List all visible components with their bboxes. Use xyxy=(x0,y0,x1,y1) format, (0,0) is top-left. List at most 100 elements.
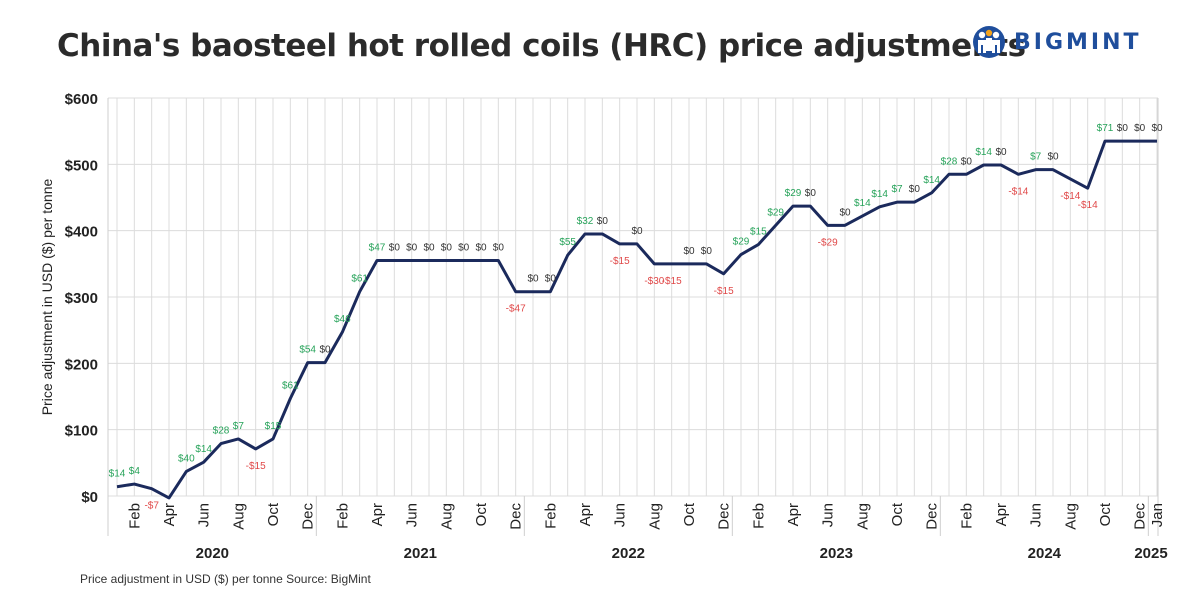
data-label: -$15 xyxy=(662,276,682,287)
source-note: Price adjustment in USD ($) per tonne So… xyxy=(80,572,371,586)
data-label: $14 xyxy=(975,147,992,158)
data-label: $28 xyxy=(213,426,230,437)
data-label: $0 xyxy=(545,274,557,285)
year-label: 2020 xyxy=(196,545,229,562)
x-tick-label: Oct xyxy=(1097,502,1114,526)
data-labels: $14 $4-$7$40$14$28 $7-$15$15$61$54 $0$46$61… xyxy=(109,123,1163,512)
data-label: -$14 xyxy=(1078,200,1098,211)
data-label: $14 xyxy=(854,198,871,209)
data-label: -$47 xyxy=(506,304,526,315)
data-label: $7 xyxy=(891,184,903,195)
series-line-layer xyxy=(116,139,1157,500)
data-label: $0 xyxy=(1117,123,1129,134)
x-tick-label: Aug xyxy=(230,503,247,530)
data-label: $0 xyxy=(1047,152,1059,163)
data-label: -$15 xyxy=(246,461,266,472)
data-label: $0 xyxy=(527,274,539,285)
data-label: $0 xyxy=(319,345,331,356)
data-label: $14 xyxy=(923,175,940,186)
data-label: -$14 xyxy=(1008,186,1028,197)
data-label: $0 xyxy=(701,246,713,257)
year-label: 2025 xyxy=(1134,545,1167,562)
data-label: $0 xyxy=(493,243,505,254)
x-tick-label: Feb xyxy=(542,503,559,529)
x-tick-label: Jun xyxy=(1028,503,1045,527)
data-label: $14 xyxy=(195,444,212,455)
x-tick-label: Apr xyxy=(577,503,594,526)
x-tick-label: Oct xyxy=(473,502,490,526)
brand-name: BIGMINT xyxy=(1014,29,1142,55)
data-label: $0 xyxy=(475,243,487,254)
x-tick-label: Apr xyxy=(993,503,1010,526)
data-label: -$30 xyxy=(644,276,664,287)
data-label: $54 xyxy=(299,345,316,356)
data-label: $0 xyxy=(423,243,435,254)
year-label: 2023 xyxy=(820,545,853,562)
data-label: $0 xyxy=(1151,123,1163,134)
data-label: $14 xyxy=(871,189,888,200)
data-label: $28 xyxy=(941,156,958,167)
x-tick-label: Dec xyxy=(1132,503,1149,530)
x-tick-label: Jun xyxy=(196,503,213,527)
data-label: $0 xyxy=(441,243,453,254)
x-tick-label: Dec xyxy=(508,503,525,530)
x-tick-label: Apr xyxy=(785,503,802,526)
x-tick-label: Feb xyxy=(958,503,975,529)
data-label: $0 xyxy=(961,156,973,167)
data-label: $0 xyxy=(406,243,418,254)
x-tick-label: Jun xyxy=(404,503,421,527)
y-tick-label: $600 xyxy=(65,91,98,108)
data-label: $71 xyxy=(1097,123,1114,134)
data-label: $32 xyxy=(577,216,594,227)
data-label: $0 xyxy=(909,184,921,195)
data-label: $0 xyxy=(458,243,470,254)
x-tick-label: Oct xyxy=(889,502,906,526)
x-tick-label: Jan xyxy=(1149,503,1166,527)
data-label: $0 xyxy=(389,243,401,254)
x-tick-label: Aug xyxy=(646,503,663,530)
data-label: -$29 xyxy=(818,237,838,248)
data-label: $7 xyxy=(233,421,245,432)
data-label: $29 xyxy=(767,207,784,218)
x-tick-label: Feb xyxy=(334,503,351,529)
y-tick-label: $500 xyxy=(65,157,98,174)
bigmint-logo-icon xyxy=(973,26,1005,58)
data-label: $0 xyxy=(597,216,609,227)
x-tick-label: Dec xyxy=(300,503,317,530)
x-tick-label: Aug xyxy=(438,503,455,530)
data-label: $55 xyxy=(559,237,576,248)
x-tick-label: Jun xyxy=(612,503,629,527)
x-tick-label: Dec xyxy=(924,503,941,530)
year-label: 2022 xyxy=(612,545,645,562)
axes: $0 $100 $200 $300 $400 $500 $600 Feb Apr Jun Aug Oc… xyxy=(39,91,1168,562)
data-label: $15 xyxy=(750,227,767,238)
x-tick-label: Aug xyxy=(854,503,871,530)
price-series-line xyxy=(116,139,1157,500)
data-label: $61 xyxy=(351,274,368,285)
data-label: $40 xyxy=(178,453,195,464)
y-tick-label: $200 xyxy=(65,356,98,373)
y-tick-label: $300 xyxy=(65,290,98,307)
data-label: -$15 xyxy=(714,286,734,297)
data-label: $15 xyxy=(265,421,282,432)
data-label: $61 xyxy=(282,380,299,391)
x-tick-label: Apr xyxy=(369,503,386,526)
data-label: $0 xyxy=(805,188,817,199)
x-tick-label: Feb xyxy=(126,503,143,529)
x-tick-label: Apr xyxy=(161,503,178,526)
y-tick-label: $100 xyxy=(65,423,98,440)
data-label: $0 xyxy=(1134,123,1146,134)
data-label: $29 xyxy=(785,188,802,199)
x-tick-label: Jun xyxy=(820,503,837,527)
x-tick-label: Oct xyxy=(265,502,282,526)
data-label: $46 xyxy=(334,314,351,325)
data-label: $0 xyxy=(839,207,851,218)
data-label: $4 xyxy=(129,466,141,477)
data-label: $47 xyxy=(369,243,386,254)
x-tick-label: Oct xyxy=(681,502,698,526)
data-label: $0 xyxy=(995,147,1007,158)
data-label: $29 xyxy=(733,237,750,248)
y-axis-title: Price adjustment in USD ($) per tonne xyxy=(39,179,55,416)
y-tick-label: $400 xyxy=(65,224,98,241)
